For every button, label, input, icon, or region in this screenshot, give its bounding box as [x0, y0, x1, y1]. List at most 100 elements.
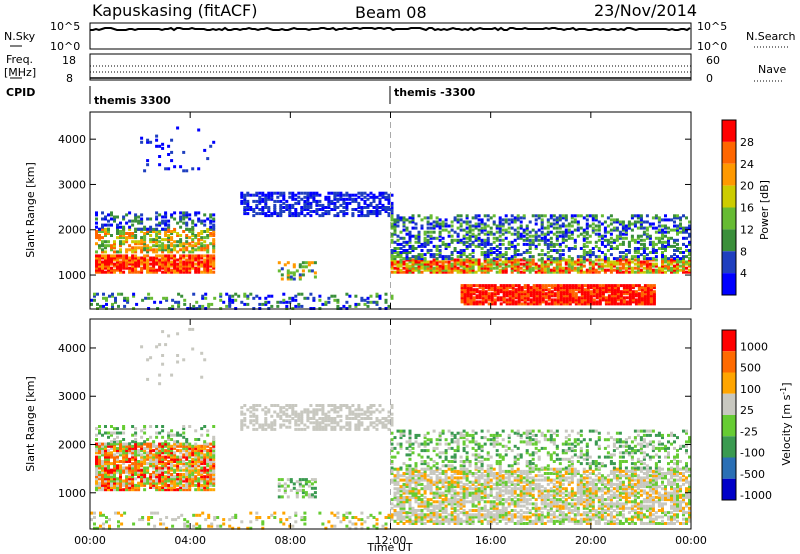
- power-cell-1995: [502, 300, 506, 304]
- velocity-cell-49: [101, 468, 104, 472]
- velocity-cell-806: [149, 435, 153, 439]
- power-cell-699: [188, 213, 192, 217]
- power-cell-2584: [423, 242, 427, 246]
- power-cell-450: [155, 248, 159, 252]
- power-cell-3003: [546, 218, 550, 222]
- velocity-cell-1060: [339, 414, 343, 418]
- velocity-cell-198: [125, 479, 129, 483]
- velocity-cell-1317: [288, 516, 292, 519]
- power-cell-2181: [562, 290, 566, 294]
- power-cell-2316: [607, 296, 611, 300]
- power-cell-1161: [339, 191, 343, 195]
- velocity-cell-1115: [366, 414, 370, 418]
- power-cell-416: [140, 230, 144, 233]
- velocity-cell-618: [194, 488, 198, 492]
- power-cell-2002: [502, 286, 506, 290]
- power-cell-2697: [459, 249, 463, 252]
- velocity-cell-540: [179, 442, 183, 446]
- velocity-cell-1371: [384, 516, 388, 519]
- velocity-cell-491: [173, 483, 177, 487]
- power-cell-3356: [654, 214, 658, 218]
- power-cell-2056: [520, 288, 524, 292]
- velocity-cell-449: [164, 442, 168, 446]
- power-cell-1941: [481, 296, 485, 300]
- power-cell-1887: [463, 298, 467, 302]
- power-cell-1867: [685, 266, 688, 270]
- velocity-cell-1238: [123, 511, 127, 515]
- power-cell-2674: [450, 234, 454, 238]
- power-cell-2264: [589, 294, 593, 298]
- power-cell-1873: [688, 262, 691, 266]
- power-cell-2961: [534, 214, 538, 218]
- power-cell-891: [333, 294, 337, 298]
- velocity-cell-41: [101, 486, 104, 489]
- power-cell-1831: [667, 266, 670, 270]
- power-cell-1653: [564, 262, 568, 266]
- power-cell-2940: [528, 240, 532, 244]
- velocity-cell-1352: [354, 516, 358, 519]
- power-cell-3468: [140, 140, 144, 144]
- power-cell-429: [146, 248, 150, 252]
- velocity-cell-1177: [289, 478, 293, 482]
- velocity-cell-1187: [298, 482, 302, 486]
- velocity-cell-1018: [321, 412, 325, 416]
- velocity-cell-208: [125, 451, 129, 455]
- power-cell-1442: [453, 262, 457, 266]
- power-cell-812: [219, 292, 223, 296]
- velocity-cell-774: [113, 438, 116, 441]
- power-cell-3251: [624, 232, 628, 236]
- velocity-cell-1062: [339, 406, 343, 410]
- power-cell-1999: [502, 292, 506, 296]
- power-cell-2661: [444, 218, 448, 222]
- power-cell-295: [206, 258, 210, 262]
- power-cell-519: [182, 246, 186, 250]
- power-cell-1271: [390, 208, 394, 211]
- power-cell-1316: [390, 270, 394, 274]
- power-cell-2222: [574, 284, 578, 288]
- power-cell-3303: [639, 222, 643, 226]
- velocity-cell-1105: [360, 417, 364, 420]
- power-cell-1955: [484, 284, 488, 288]
- power-cell-3270: [630, 228, 634, 232]
- velocity-cell-1185: [298, 488, 302, 492]
- velocity-cell-1203: [307, 480, 311, 484]
- power-cell-1675: [576, 266, 580, 270]
- velocity-cell-1293: [234, 513, 238, 517]
- power-cell-191: [167, 262, 171, 266]
- power-cell-1318: [390, 264, 394, 268]
- power-cell-270: [197, 262, 201, 266]
- power-cell-2051: [520, 298, 524, 302]
- power-cell-2246: [583, 292, 587, 296]
- power-cell-308: [212, 264, 216, 268]
- power-cell-269: [197, 264, 201, 268]
- power-cell-2811: [489, 232, 493, 236]
- velocity-cell-1149: [387, 421, 391, 425]
- velocity-cell-708: [206, 455, 210, 459]
- velocity-cell-1303: [258, 516, 262, 519]
- power-cell-1441: [453, 264, 457, 268]
- power-cell-1795: [645, 264, 649, 268]
- power-cell-135: [146, 268, 150, 272]
- power-cell-2644: [441, 257, 445, 261]
- power-cell-1327: [396, 270, 400, 274]
- velocity-cell-44: [101, 479, 104, 483]
- power-cell-1293: [292, 271, 296, 275]
- velocity-cell-256: [134, 470, 138, 474]
- power-cell-855: [282, 300, 286, 304]
- power-cell-777: [165, 296, 169, 300]
- power-cell-3495: [182, 150, 186, 154]
- power-cell-176: [161, 256, 165, 260]
- velocity-cell-822: [167, 431, 171, 435]
- power-cell-1031: [282, 193, 286, 197]
- velocity-cell-1270: [195, 513, 199, 517]
- power-cell-2782: [483, 251, 487, 254]
- power-cell-2784: [483, 242, 487, 246]
- power-cell-2710: [462, 236, 466, 240]
- velocity-cell-1126: [372, 425, 376, 429]
- power-cell-3274: [633, 255, 637, 259]
- power-cell-322: [98, 238, 101, 242]
- power-cell-140: [146, 258, 150, 262]
- power-cell-3312: [642, 247, 646, 250]
- velocity-cell-74: [104, 457, 107, 461]
- power-cell-2236: [580, 292, 584, 296]
